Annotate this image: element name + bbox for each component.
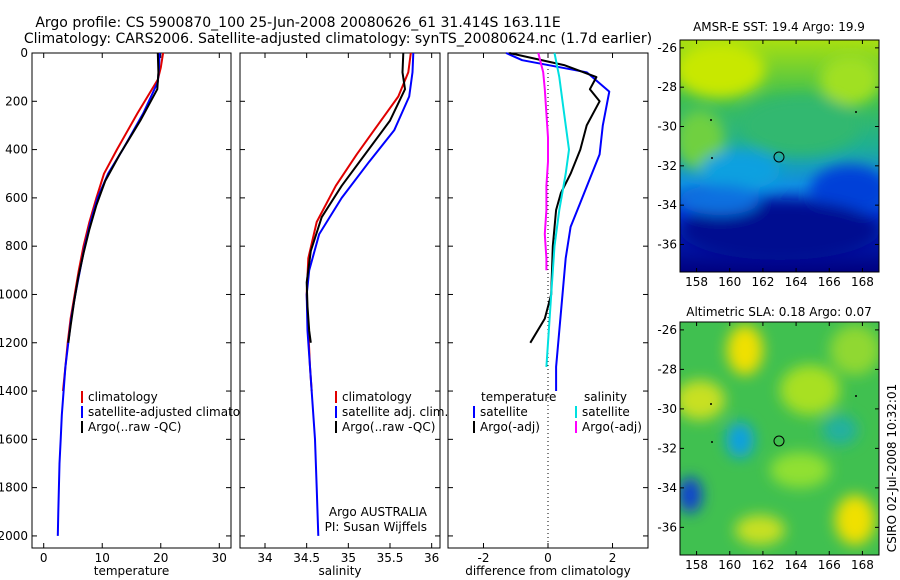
annotation-text: PI: Susan Wijffels: [325, 520, 427, 534]
sst-argo-location: [773, 151, 785, 163]
series-line: [305, 52, 406, 343]
x-tick-label: 30: [212, 551, 227, 565]
sla-map-ticks: 158 160 162 164 166 168 -26 -28 -30 -32 -34 -36: [657, 322, 879, 572]
y-tick-label: -34: [657, 481, 677, 495]
sla-map-field: [680, 322, 879, 555]
x-tick-label: 35: [341, 551, 356, 565]
x-tick-label: 10: [95, 551, 110, 565]
y-tick-label: 1400: [0, 384, 28, 398]
legend-label: Argo(..raw -QC): [88, 420, 181, 434]
legend-label: Argo(-adj): [582, 420, 642, 434]
temperature-frame: [31, 52, 232, 549]
y-tick-label: -26: [657, 323, 677, 337]
y-tick-label: 2000: [0, 529, 28, 543]
sla-float-marker: [855, 395, 857, 397]
x-tick-label: -2: [477, 551, 489, 565]
legend-label: satellite: [480, 405, 528, 419]
y-tick-label: 600: [5, 191, 28, 205]
y-tick-label: 400: [5, 143, 28, 157]
legend-header: temperature: [481, 390, 556, 404]
y-tick-label: -32: [657, 441, 677, 455]
figure-title-line2: Climatology: CARS2006. Satellite-adjuste…: [24, 31, 652, 47]
sla-map-title: Altimetric SLA: 0.18 Argo: 0.07: [686, 305, 871, 319]
x-axis-label: difference from climatology: [465, 564, 631, 578]
sla-argo-location: [773, 435, 785, 447]
figure-title-line1: Argo profile: CS 5900870_100 25-Jun-2008…: [35, 15, 560, 31]
legend-header: salinity: [584, 390, 627, 404]
y-tick-label: -34: [657, 198, 677, 212]
x-tick-label: 158: [685, 558, 708, 572]
x-tick-label: 36: [424, 551, 439, 565]
legend-label: Argo(-adj): [480, 420, 540, 434]
legend-label: climatology: [88, 390, 158, 404]
y-tick-label: 1000: [0, 287, 28, 301]
sst-float-marker: [711, 157, 713, 159]
y-tick-label: -28: [657, 362, 677, 376]
legend-label: satellite adj. clim.: [342, 405, 448, 419]
y-tick-label: -36: [657, 520, 677, 534]
x-tick-label: 168: [851, 558, 874, 572]
sst-float-marker: [710, 119, 712, 121]
series-line: [67, 52, 160, 343]
salinity-panel: 34 34.5 35 35.5 36 salinity climatologysatelli…: [239, 52, 448, 578]
x-tick-label: 160: [718, 275, 741, 289]
y-tick-label: 200: [5, 94, 28, 108]
sla-map-frame: [679, 321, 880, 556]
y-tick-label: -28: [657, 80, 677, 94]
sla-float-marker: [711, 441, 713, 443]
x-tick-label: 0: [544, 551, 552, 565]
sst-map-title: AMSR-E SST: 19.4 Argo: 19.9: [693, 20, 865, 34]
x-tick-label: 164: [785, 558, 808, 572]
y-tick-label: -26: [657, 41, 677, 55]
x-tick-label: 158: [685, 275, 708, 289]
series-line: [545, 52, 570, 367]
legend-label: climatology: [342, 390, 412, 404]
side-timestamp: CSIRO 02-Jul-2008 10:32:01: [885, 384, 899, 552]
x-tick-label: 34.5: [293, 551, 320, 565]
sst-map-field: [680, 40, 879, 272]
sst-map-frame: [679, 39, 880, 273]
legend-label: Argo(..raw -QC): [342, 420, 435, 434]
x-axis-label: temperature: [94, 564, 169, 578]
x-axis-label: salinity: [318, 564, 361, 578]
x-tick-label: 160: [718, 558, 741, 572]
x-tick-label: 166: [818, 558, 841, 572]
sla-float-marker: [710, 403, 712, 405]
x-tick-label: 2: [609, 551, 617, 565]
sst-float-marker: [855, 111, 857, 113]
x-tick-label: 162: [751, 275, 774, 289]
x-tick-label: 162: [751, 558, 774, 572]
y-tick-label: -32: [657, 159, 677, 173]
sst-map-ticks: 158 160 162 164 166 168 -26 -28 -30 -32 -34 -36: [657, 40, 879, 289]
series-line: [537, 52, 549, 271]
salinity-frame: [239, 52, 441, 549]
x-tick-label: 164: [785, 275, 808, 289]
y-tick-label: 800: [5, 239, 28, 253]
legend-label: satellite: [582, 405, 630, 419]
y-tick-label: -30: [657, 120, 677, 134]
sla-map-panel: Altimetric SLA: 0.18 Argo: 0.07 158 160 16…: [657, 305, 880, 572]
x-tick-label: 166: [818, 275, 841, 289]
y-tick-label: 1600: [0, 432, 28, 446]
y-tick-label: 1200: [0, 336, 28, 350]
y-tick-label: -30: [657, 402, 677, 416]
y-tick-label: 1800: [0, 481, 28, 495]
y-tick-label: 0: [20, 46, 28, 60]
x-tick-label: 35.5: [377, 551, 404, 565]
x-tick-label: 168: [851, 275, 874, 289]
sst-map-panel: AMSR-E SST: 19.4 Argo: 19.9 158 160 162 164…: [657, 20, 880, 289]
y-tick-label: -36: [657, 237, 677, 251]
annotation-text: Argo AUSTRALIA: [329, 505, 428, 519]
temperature-panel: 0 10 20 30 temperature 0 200 400 600 800 1000 1200 1…: [0, 46, 258, 578]
x-tick-label: 20: [153, 551, 168, 565]
x-tick-label: 34: [257, 551, 272, 565]
legend-label: satellite-adjusted climatolog: [88, 405, 258, 419]
x-tick-label: 0: [40, 551, 48, 565]
